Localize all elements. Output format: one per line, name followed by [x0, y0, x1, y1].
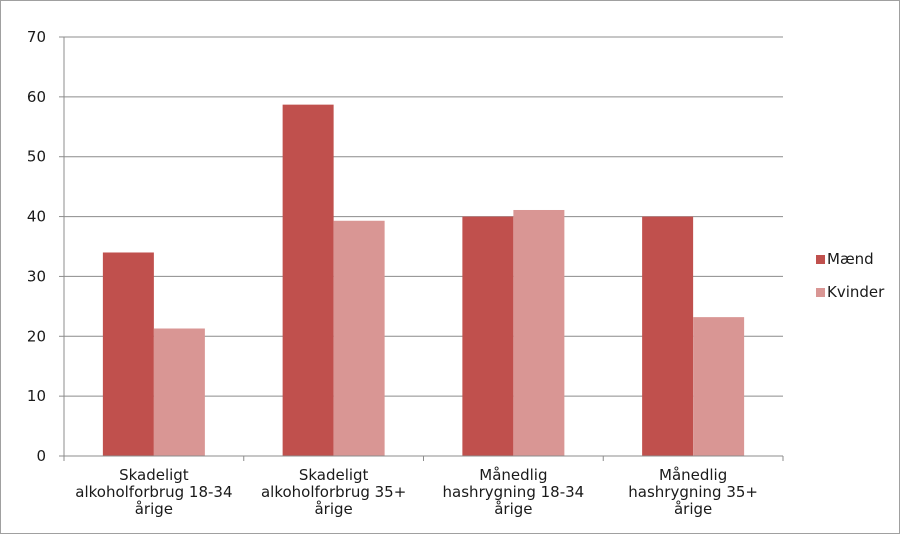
x-category-label: alkoholforbrug 18-34 [75, 483, 232, 501]
y-tick-label: 0 [36, 447, 46, 465]
bars [102, 104, 745, 456]
x-category-label: Månedlig [659, 466, 727, 484]
y-tick-label: 40 [27, 208, 46, 226]
bar-mnd-3 [462, 216, 514, 456]
y-tick-label: 30 [27, 267, 46, 285]
x-category-label: hashrygning 35+ [628, 483, 758, 501]
x-category-label: hashrygning 18-34 [443, 483, 585, 501]
legend-label: Mænd [827, 250, 874, 268]
x-category-label: årige [314, 500, 352, 518]
legend: Mænd Kvinder [816, 250, 885, 301]
legend-swatch [816, 255, 825, 264]
x-category-label: Skadeligt [299, 466, 369, 484]
y-tick-label: 20 [27, 327, 46, 345]
x-category-label: Skadeligt [119, 466, 189, 484]
axes [63, 37, 784, 461]
y-tick-label: 60 [27, 88, 46, 106]
bar-kvinder-2 [333, 220, 385, 456]
y-tick-label: 50 [27, 148, 46, 166]
bar-mnd-1 [102, 252, 154, 456]
x-category-label: Månedlig [479, 466, 547, 484]
y-axis-ticks: 0 10 20 30 40 50 60 70 [27, 28, 64, 465]
bar-mnd-4 [642, 216, 694, 456]
bar-kvinder-4 [693, 317, 745, 456]
x-category-label: årige [135, 500, 173, 518]
y-tick-label: 10 [27, 387, 46, 405]
bar-kvinder-1 [153, 328, 205, 456]
legend-label: Kvinder [827, 283, 885, 301]
x-category-label: alkoholforbrug 35+ [261, 483, 406, 501]
bar-mnd-2 [282, 104, 334, 456]
bar-kvinder-3 [513, 209, 565, 456]
x-category-label: årige [674, 500, 712, 518]
x-category-label: årige [494, 500, 532, 518]
y-tick-label: 70 [27, 28, 46, 46]
legend-swatch [816, 288, 825, 297]
